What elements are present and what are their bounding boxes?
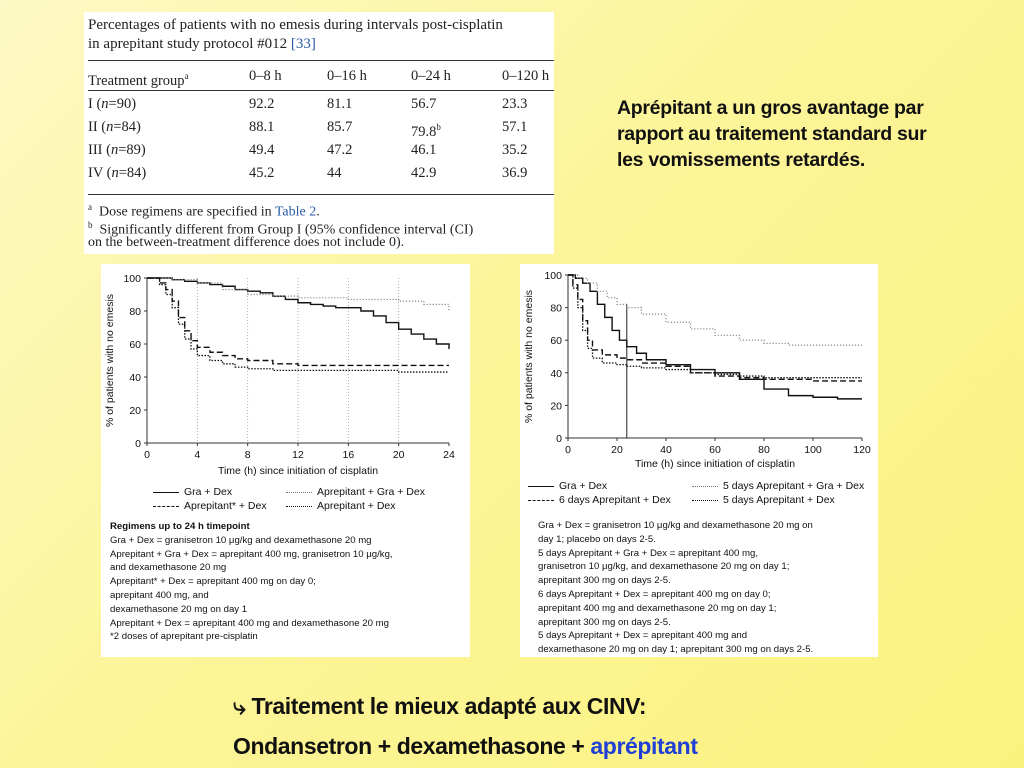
chart-120h-notes: Gra + Dex = granisetron 10 μg/kg and dex… [538, 520, 814, 656]
legend-gra-dex: Gra + Dex [153, 486, 232, 498]
y-tick-label: 60 [129, 339, 141, 351]
y-axis-label: % of patients with no emesis [523, 290, 535, 423]
legend2-5days-aprepitant-dex: 5 days Aprepitant + Dex [692, 494, 835, 506]
y-tick-label: 40 [129, 372, 141, 384]
x-tick-label: 12 [292, 449, 304, 461]
table-cell: 45.2 [249, 165, 275, 181]
x-tick-label: 60 [709, 444, 721, 456]
x-tick-label: 24 [443, 449, 455, 461]
chart-120h-panel: 0 20 40 60 80 100 0 20 40 60 80 100 120 Time (h) sinc… [520, 264, 878, 657]
x-axis-label: Time (h) since initiation of cisplatin [218, 465, 378, 477]
header-col-3: 0–120 h [502, 68, 550, 84]
series-line-4 [147, 277, 449, 373]
table-cell: 36.9 [502, 165, 528, 181]
arrow-icon: ⤷ [233, 693, 246, 719]
footnote-b-continued: on the between-treatment difference does… [88, 235, 405, 250]
y-tick-label: 0 [135, 438, 141, 450]
comment-text: Aprépitant a un gros avantage par rappor… [617, 97, 927, 171]
table-bottom-rule [88, 194, 554, 195]
chart-24h: 0 20 40 60 80 100 0 4 8 12 16 20 24 Time (h) since in… [104, 273, 455, 477]
series-line-2 [147, 277, 450, 311]
x-tick-label: 100 [804, 444, 822, 456]
legend2-6days-aprepitant-dex: 6 days Aprepitant + Dex [528, 494, 671, 506]
y-tick-label: 20 [129, 405, 141, 417]
table-cell: 42.9 [411, 165, 437, 181]
y-tick-label: 0 [556, 433, 562, 445]
legend2-5days-aprepitant-gra-dex: 5 days Aprepitant + Gra + Dex [692, 480, 864, 492]
table-reference-link[interactable]: [33] [290, 36, 316, 52]
table-header-rule [88, 90, 554, 91]
table-cell: 85.7 [327, 119, 353, 135]
x-tick-label: 40 [660, 444, 672, 456]
table-cell: 49.4 [249, 142, 275, 158]
table-cell: 23.3 [502, 96, 528, 112]
emesis-table-panel: Percentages of patients with no emesis d… [84, 12, 554, 254]
row-group-label: II (n=84) [88, 119, 141, 135]
x-tick-label: 0 [144, 449, 150, 461]
table2-link[interactable]: Table 2 [274, 204, 317, 220]
x-tick-label: 16 [342, 449, 354, 461]
y-tick-label: 80 [129, 306, 141, 318]
y-axis-label: % of patients with no emesis [104, 294, 116, 427]
table-cell: 46.1 [411, 142, 437, 158]
legend-aprepitant-gra-dex: Aprepitant + Gra + Dex [286, 486, 425, 498]
table-cell: 35.2 [502, 142, 528, 158]
table-cell: 56.7 [411, 96, 437, 112]
series-line-3 [147, 277, 449, 367]
header-col-2: 0–24 h [411, 68, 451, 84]
x-tick-label: 8 [245, 449, 251, 461]
y-tick-label: 80 [550, 303, 562, 315]
series-line-1 [568, 274, 862, 400]
table-cell: 81.1 [327, 96, 353, 112]
legend-aprepitant-star-dex: Aprepitant* + Dex [153, 500, 267, 512]
table-cell: 79.8b [411, 122, 441, 140]
header-col-1: 0–16 h [327, 68, 367, 84]
y-tick-label: 20 [550, 400, 562, 412]
footnote-b: b Significantly different from Group I (… [88, 220, 474, 238]
series-line-4 [568, 274, 862, 379]
series-line-3 [568, 274, 862, 382]
x-tick-label: 20 [611, 444, 623, 456]
header-col-0: 0–8 h [249, 68, 282, 84]
series-line-2 [568, 274, 862, 346]
legend2-gra-dex: Gra + Dex [528, 480, 607, 492]
x-axis-label: Time (h) since initiation of cisplatin [635, 458, 795, 470]
header-treatment-group: Treatment groupa [88, 71, 189, 89]
table-top-rule [88, 60, 554, 61]
table-title: Percentages of patients with no emesis d… [88, 17, 503, 52]
table-cell: 57.1 [502, 119, 528, 135]
y-tick-label: 40 [550, 368, 562, 380]
x-tick-label: 4 [194, 449, 200, 461]
x-tick-label: 0 [565, 444, 571, 456]
legend-aprepitant-dex: Aprepitant + Dex [286, 500, 396, 512]
row-group-label: IV (n=84) [88, 165, 147, 181]
table-cell: 92.2 [249, 96, 275, 112]
x-tick-label: 20 [393, 449, 405, 461]
chart-120h: 0 20 40 60 80 100 0 20 40 60 80 100 120 Time (h) sinc… [523, 270, 871, 470]
table-cell: 88.1 [249, 119, 275, 135]
x-tick-label: 80 [758, 444, 770, 456]
y-tick-label: 100 [123, 273, 141, 285]
y-tick-label: 60 [550, 335, 562, 347]
chart-24h-notes: Regimens up to 24 h timepoint Gra + Dex … [110, 521, 393, 643]
x-tick-label: 120 [853, 444, 871, 456]
footnote-a: a Dose regimens are specified in Table 2… [88, 202, 320, 220]
table-cell: 44 [327, 165, 342, 181]
conclusion-text: ⤷ Traitement le mieux adapté aux CINV: O… [233, 693, 698, 759]
row-group-label: I (n=90) [88, 96, 137, 112]
table-cell: 47.2 [327, 142, 353, 158]
chart-24h-panel: 0 20 40 60 80 100 0 4 8 12 16 20 24 Time (h) since in… [101, 264, 470, 657]
row-group-label: III (n=89) [88, 142, 146, 158]
y-tick-label: 100 [544, 270, 562, 282]
aprepitant-highlight: aprépitant [590, 733, 698, 759]
